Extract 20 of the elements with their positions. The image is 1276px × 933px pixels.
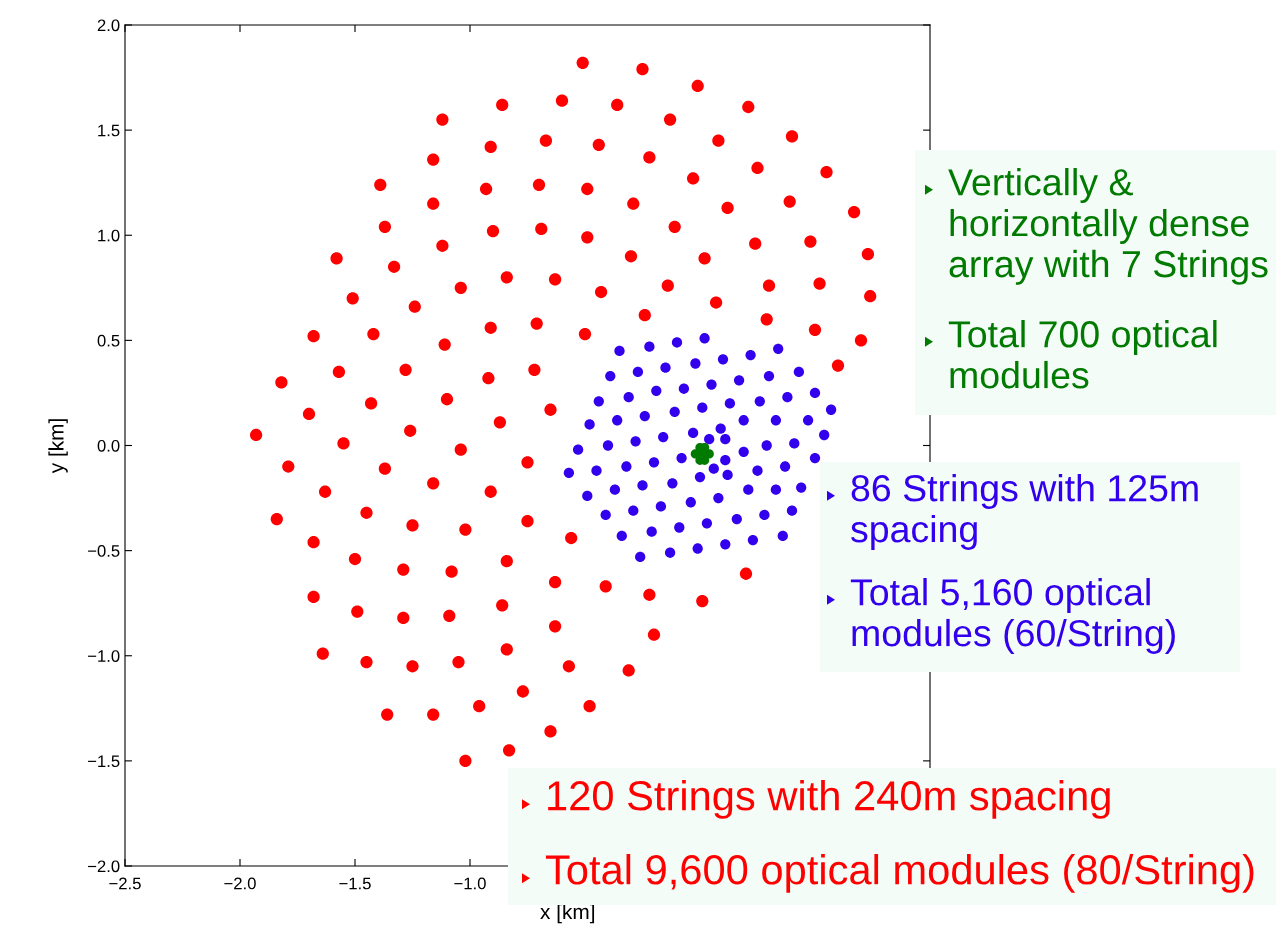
- y-tick-label: −1.0: [88, 650, 120, 662]
- y-tick-label: −1.5: [88, 755, 120, 768]
- x-tick-label: −1.5: [339, 877, 371, 890]
- y-tick-label: 0.0: [97, 439, 120, 452]
- y-tick-label: 1.5: [98, 124, 120, 137]
- y-tick-label: −2.0: [88, 860, 120, 873]
- y-tick-label: 0.5: [97, 334, 120, 347]
- text: Vertically & horizontally dense array with 7 Strings: [948, 168, 1268, 285]
- annotation: Total 5,160 optical modules (60/String): [850, 578, 1175, 654]
- annotation: Total 9,600 optical modules (80/String): [545, 854, 1254, 893]
- y-tick-label: 1.0: [98, 229, 120, 242]
- y-axis-title: y [km]: [48, 419, 68, 474]
- annotation: 120 Strings with 240m spacing: [548, 780, 1110, 819]
- x-tick-label: −2.0: [224, 877, 256, 890]
- text: Total 700 optical modules: [948, 320, 1217, 389]
- y-tick-label: −0.5: [88, 545, 120, 557]
- annotation: 86 Strings with 125m spacing: [851, 474, 1198, 550]
- x-tick-label: −2.5: [109, 877, 141, 890]
- x-tick-label: −1.0: [454, 877, 486, 890]
- y-tick-label: 2.0: [97, 19, 120, 32]
